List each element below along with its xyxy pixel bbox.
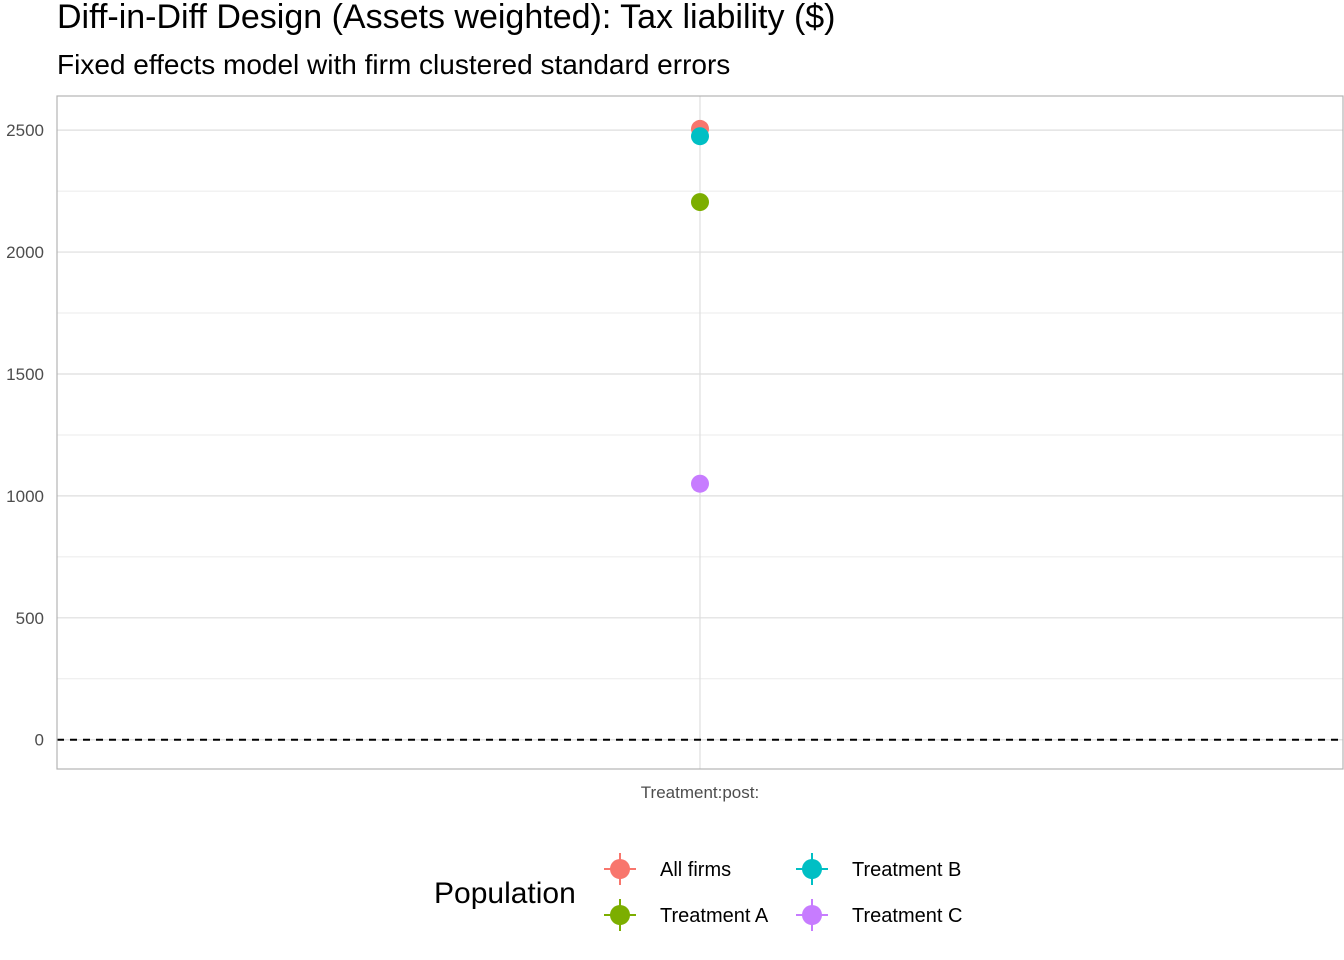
legend-label: Treatment C <box>852 905 962 927</box>
legend-key-point <box>802 905 822 925</box>
y-tick-label: 2500 <box>6 121 44 140</box>
y-tick-label: 2000 <box>6 243 44 262</box>
legend-key-point <box>610 859 630 879</box>
legend-key-point <box>610 905 630 925</box>
legend-item: Treatment C <box>796 899 962 931</box>
legend-item: All firms <box>604 853 731 885</box>
x-axis: Treatment:post: <box>641 783 759 802</box>
data-point-treatment-b <box>691 127 709 146</box>
y-tick-label: 500 <box>16 609 44 628</box>
x-tick-label: Treatment:post: <box>641 783 759 802</box>
y-tick-label: 1000 <box>6 487 44 506</box>
legend-key-point <box>802 859 822 879</box>
plot-panel-border <box>56 95 1344 770</box>
legend-title: Population <box>434 877 576 910</box>
chart-subtitle: Fixed effects model with firm clustered … <box>57 49 730 80</box>
y-axis: 0 500 1000 1500 2000 2500 <box>6 121 44 750</box>
legend: Population All firms Treatment A Treatment… <box>434 853 962 931</box>
y-tick-label: 0 <box>35 731 44 750</box>
data-point-treatment-c <box>691 474 709 493</box>
data-points <box>691 119 709 493</box>
legend-item: Treatment A <box>604 899 769 931</box>
y-tick-label: 1500 <box>6 365 44 384</box>
legend-label: Treatment A <box>660 905 769 927</box>
legend-label: All firms <box>660 859 731 881</box>
legend-label: Treatment B <box>852 859 961 881</box>
legend-item: Treatment B <box>796 853 961 885</box>
data-point-treatment-a <box>691 193 709 212</box>
chart-title: Diff-in-Diff Design (Assets weighted): T… <box>57 0 836 36</box>
